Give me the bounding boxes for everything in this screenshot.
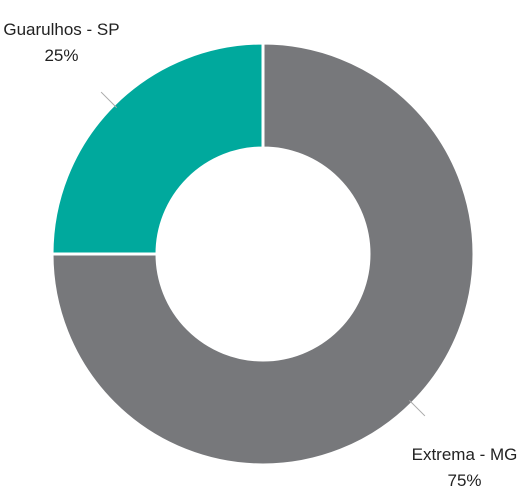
slice	[50, 41, 265, 256]
leader-line	[409, 400, 426, 417]
leader-line	[100, 91, 117, 108]
value-label: 25%	[44, 46, 78, 65]
slice	[50, 41, 476, 467]
value-label: 75%	[448, 471, 482, 490]
slice-label: Extrema - MG	[412, 445, 518, 464]
slice-label: Guarulhos - SP	[3, 20, 119, 39]
